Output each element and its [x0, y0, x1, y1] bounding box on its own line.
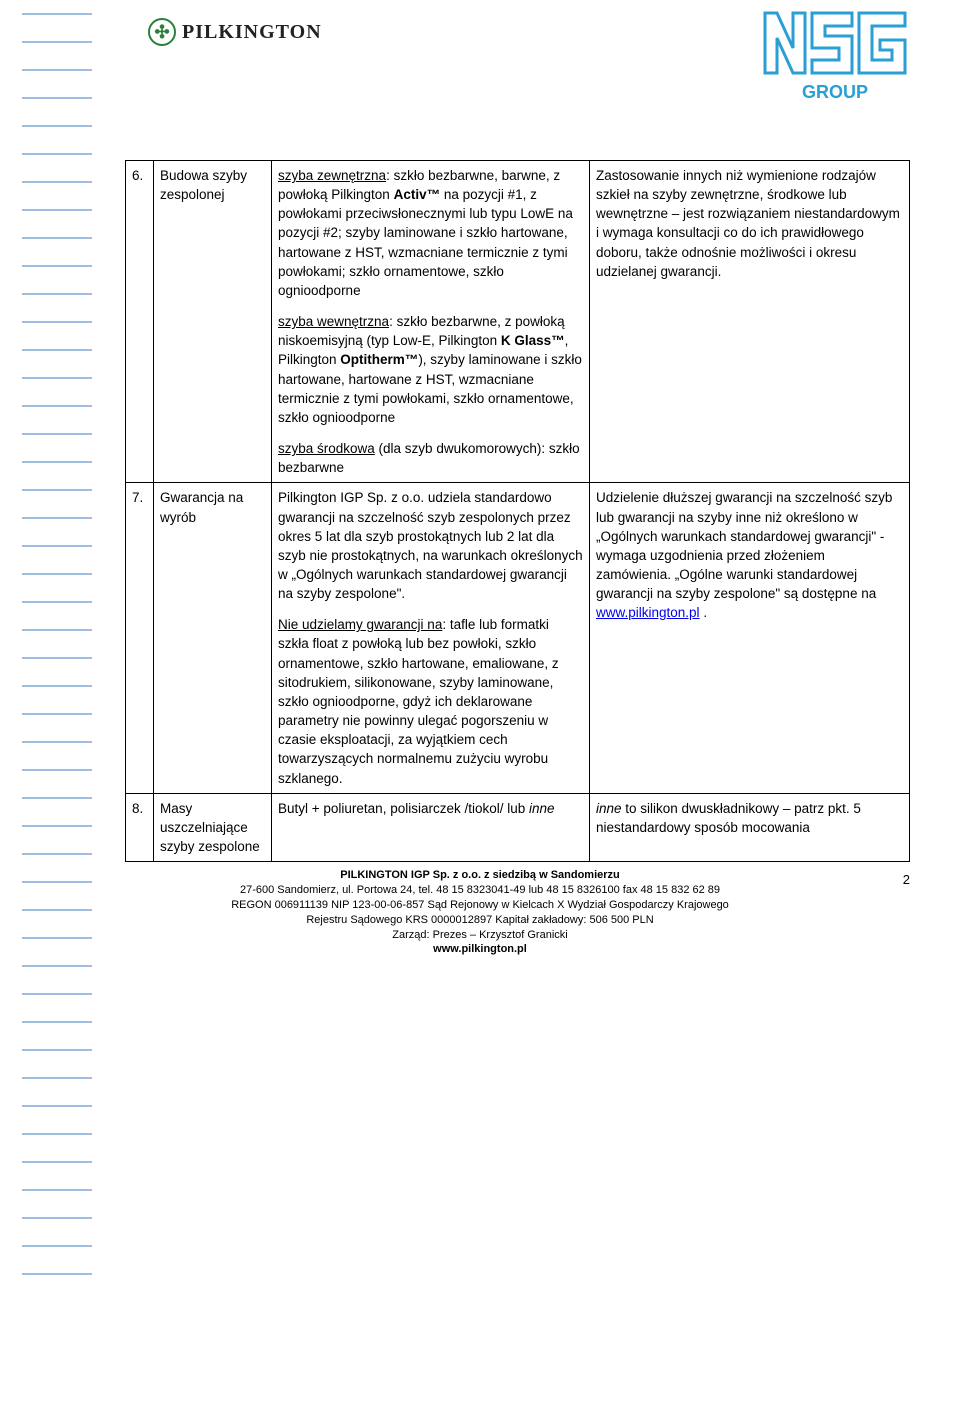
row-number: 6. [126, 161, 154, 483]
text-segment: Butyl + poliuretan, polisiarczek /tiokol… [278, 801, 529, 816]
pilkington-icon: ✣ [148, 18, 176, 46]
text-segment: K Glass™ [501, 333, 565, 348]
paragraph: Udzielenie dłuższej gwarancji na szczeln… [596, 488, 903, 622]
paragraph: Pilkington IGP Sp. z o.o. udziela standa… [278, 488, 583, 603]
footer-line1: PILKINGTON IGP Sp. z o.o. z siedzibą w S… [340, 869, 620, 881]
paragraph: szyba wewnętrzna: szkło bezbarwne, z pow… [278, 312, 583, 427]
row-number: 8. [126, 793, 154, 861]
text-segment: szyba środkowa [278, 441, 375, 456]
row-description: Pilkington IGP Sp. z o.o. udziela standa… [272, 483, 590, 793]
row-title: Gwarancja na wyrób [154, 483, 272, 793]
text-segment: inne [529, 801, 555, 816]
row-notes: Udzielenie dłuższej gwarancji na szczeln… [590, 483, 910, 793]
paragraph: szyba środkowa (dla szyb dwukomorowych):… [278, 439, 583, 477]
nsg-group-text: GROUP [802, 82, 868, 102]
text-segment: Udzielenie dłuższej gwarancji na szczeln… [596, 490, 892, 601]
paragraph: Butyl + poliuretan, polisiarczek /tiokol… [278, 799, 583, 818]
text-segment: Optitherm™ [340, 352, 418, 367]
footer-line2: 27-600 Sandomierz, ul. Portowa 24, tel. … [0, 883, 960, 898]
footer-line5: Zarząd: Prezes – Krzysztof Granicki [0, 928, 960, 943]
table-row: 6.Budowa szyby zespolonejszyba zewnętrzn… [126, 161, 910, 483]
row-number: 7. [126, 483, 154, 793]
footer-line3: REGON 006911139 NIP 123-00-06-857 Sąd Re… [0, 898, 960, 913]
content-area: 6.Budowa szyby zespolonejszyba zewnętrzn… [125, 160, 910, 862]
side-lines [0, 0, 125, 1320]
paragraph: inne to silikon dwuskładnikowy – patrz p… [596, 799, 903, 837]
text-segment: . [700, 605, 708, 620]
text-segment: szyba zewnętrzna [278, 168, 386, 183]
row-title: Budowa szyby zespolonej [154, 161, 272, 483]
text-segment: : tafle lub formatki szkła float z powło… [278, 617, 559, 785]
text-segment: Activ™ [394, 187, 441, 202]
pilkington-logo: ✣ PILKINGTON [148, 18, 322, 46]
table-row: 8.Masy uszczelniające szyby zespolone But… [126, 793, 910, 861]
spec-table: 6.Budowa szyby zespolonejszyba zewnętrzn… [125, 160, 910, 862]
paragraph: szyba zewnętrzna: szkło bezbarwne, barwn… [278, 166, 583, 300]
link[interactable]: www.pilkington.pl [596, 605, 700, 620]
row-notes: inne to silikon dwuskładnikowy – patrz p… [590, 793, 910, 861]
paragraph: Zastosowanie innych niż wymienione rodza… [596, 166, 903, 281]
nsg-logo: GROUP [760, 8, 910, 103]
table-row: 7.Gwarancja na wyróbPilkington IGP Sp. z… [126, 483, 910, 793]
text-segment: na pozycji #1, z powłokami przeciwsłonec… [278, 187, 573, 298]
text-segment: to silikon dwuskładnikowy – patrz pkt. 5… [596, 801, 861, 835]
row-notes: Zastosowanie innych niż wymienione rodza… [590, 161, 910, 483]
row-description: Butyl + poliuretan, polisiarczek /tiokol… [272, 793, 590, 861]
text-segment: inne [596, 801, 622, 816]
text-segment: Pilkington IGP Sp. z o.o. udziela standa… [278, 490, 583, 601]
paragraph: Nie udzielamy gwarancji na: tafle lub fo… [278, 615, 583, 787]
text-segment: Zastosowanie innych niż wymienione rodza… [596, 168, 900, 279]
text-segment: szyba wewnętrzna [278, 314, 389, 329]
footer-line4: Rejestru Sądowego KRS 0000012897 Kapitał… [0, 913, 960, 928]
pilkington-logo-text: PILKINGTON [182, 21, 322, 44]
text-segment: Nie udzielamy gwarancji na [278, 617, 442, 632]
row-title: Masy uszczelniające szyby zespolone [154, 793, 272, 861]
row-description: szyba zewnętrzna: szkło bezbarwne, barwn… [272, 161, 590, 483]
page-header: ✣ PILKINGTON GROUP [0, 0, 960, 160]
footer-line6: www.pilkington.pl [433, 943, 527, 955]
footer: PILKINGTON IGP Sp. z o.o. z siedzibą w S… [0, 868, 960, 971]
